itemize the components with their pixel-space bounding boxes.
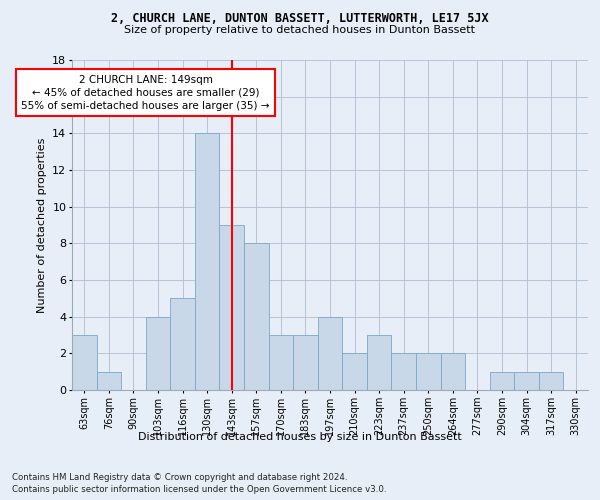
Text: Size of property relative to detached houses in Dunton Bassett: Size of property relative to detached ho…	[125, 25, 476, 35]
Text: Contains HM Land Registry data © Crown copyright and database right 2024.: Contains HM Land Registry data © Crown c…	[12, 472, 347, 482]
Bar	[195, 134, 220, 390]
Bar	[490, 372, 514, 390]
Bar	[539, 372, 563, 390]
Bar	[440, 354, 465, 390]
Bar	[391, 354, 416, 390]
Text: 2 CHURCH LANE: 149sqm
← 45% of detached houses are smaller (29)
55% of semi-deta: 2 CHURCH LANE: 149sqm ← 45% of detached …	[22, 74, 270, 111]
Text: 2, CHURCH LANE, DUNTON BASSETT, LUTTERWORTH, LE17 5JX: 2, CHURCH LANE, DUNTON BASSETT, LUTTERWO…	[111, 12, 489, 26]
Bar	[269, 335, 293, 390]
Text: Contains public sector information licensed under the Open Government Licence v3: Contains public sector information licen…	[12, 485, 386, 494]
Bar	[170, 298, 195, 390]
Text: Distribution of detached houses by size in Dunton Bassett: Distribution of detached houses by size …	[138, 432, 462, 442]
Bar	[367, 335, 391, 390]
Bar	[416, 354, 440, 390]
Bar	[220, 225, 244, 390]
Bar	[146, 316, 170, 390]
Bar	[97, 372, 121, 390]
Bar	[293, 335, 318, 390]
Bar	[244, 244, 269, 390]
Bar	[514, 372, 539, 390]
Bar	[72, 335, 97, 390]
Bar	[318, 316, 342, 390]
Y-axis label: Number of detached properties: Number of detached properties	[37, 138, 47, 312]
Bar	[342, 354, 367, 390]
